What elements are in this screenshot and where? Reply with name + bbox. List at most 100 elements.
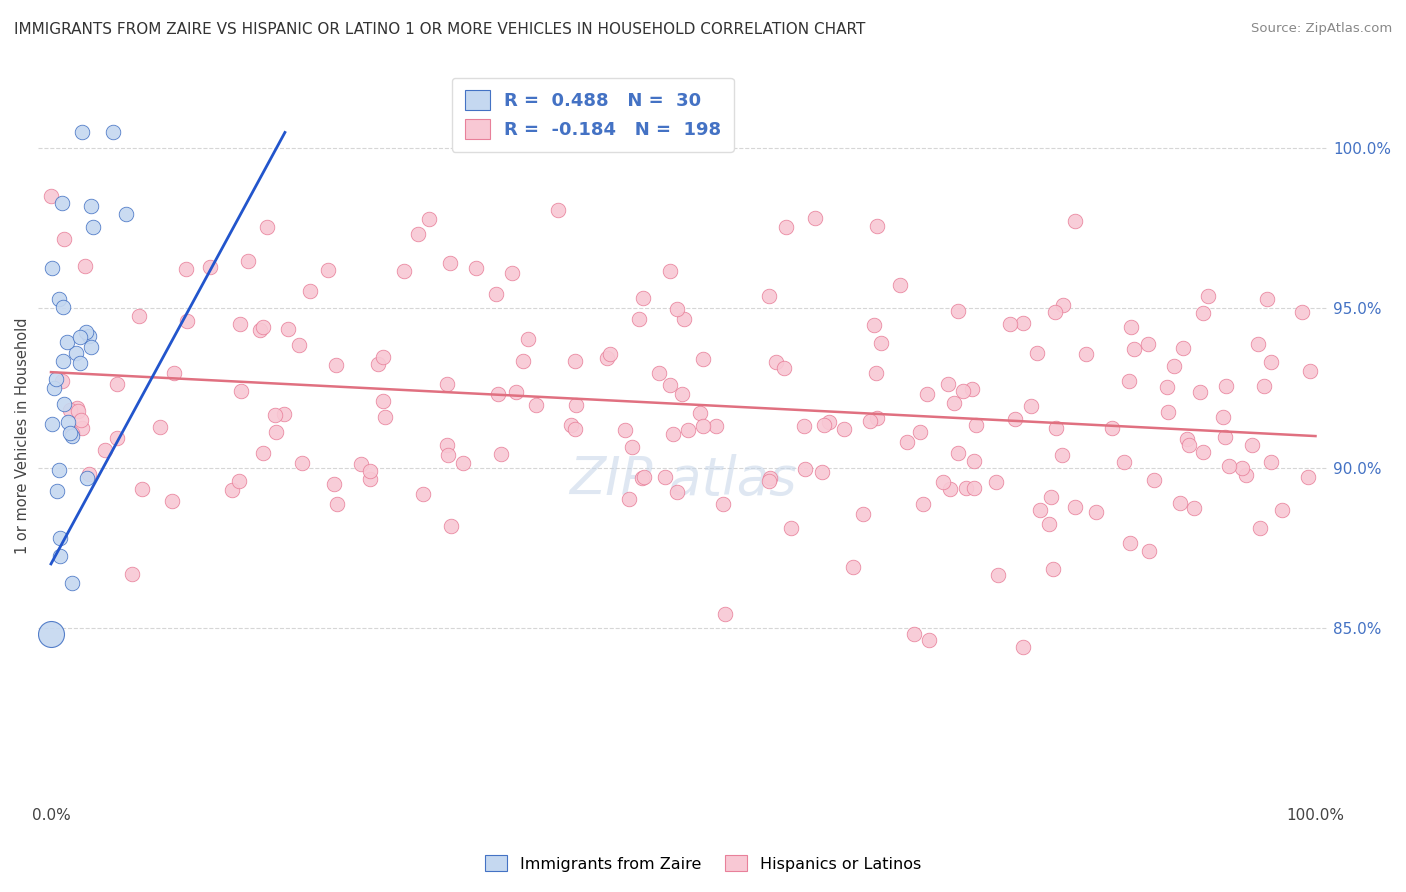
Point — [832, 422, 855, 436]
Point — [547, 202, 569, 217]
Point — [436, 376, 458, 391]
Point — [412, 487, 434, 501]
Point — [437, 448, 460, 462]
Point — [654, 470, 676, 484]
Point — [865, 366, 887, 380]
Point — [41, 417, 63, 431]
Point — [647, 366, 669, 380]
Point — [948, 446, 970, 460]
Point — [631, 471, 654, 485]
Point — [256, 219, 278, 234]
Point — [1045, 305, 1067, 319]
Point — [512, 353, 534, 368]
Point — [374, 409, 396, 424]
Point — [489, 447, 512, 461]
Point — [1253, 378, 1275, 392]
Point — [692, 419, 714, 434]
Point — [1175, 432, 1198, 446]
Point — [1019, 400, 1042, 414]
Point — [60, 425, 83, 440]
Point — [51, 375, 73, 389]
Point — [198, 260, 221, 275]
Point — [94, 443, 117, 458]
Point — [714, 607, 737, 621]
Point — [1157, 405, 1180, 419]
Point — [813, 418, 835, 433]
Point — [163, 366, 186, 380]
Point — [1256, 292, 1278, 306]
Point — [596, 351, 619, 365]
Point — [1121, 320, 1143, 334]
Point — [918, 632, 941, 647]
Point — [818, 415, 841, 429]
Point — [565, 398, 588, 412]
Point — [39, 627, 62, 641]
Point — [69, 356, 91, 370]
Point — [105, 377, 128, 392]
Point — [45, 372, 67, 386]
Y-axis label: 1 or more Vehicles in Household: 1 or more Vehicles in Household — [15, 318, 30, 554]
Point — [676, 423, 699, 437]
Point — [963, 454, 986, 468]
Point — [77, 467, 100, 481]
Point — [316, 262, 339, 277]
Point — [52, 397, 75, 411]
Point — [1212, 409, 1234, 424]
Point — [77, 328, 100, 343]
Point — [666, 484, 689, 499]
Point — [440, 519, 463, 533]
Point — [1171, 341, 1194, 355]
Point — [617, 491, 640, 506]
Point — [1156, 380, 1178, 394]
Point — [1025, 346, 1047, 360]
Point — [1028, 503, 1050, 517]
Point — [56, 334, 79, 349]
Point — [765, 355, 787, 369]
Point — [631, 292, 654, 306]
Point — [1192, 306, 1215, 320]
Point — [1234, 468, 1257, 483]
Point — [392, 263, 415, 277]
Point — [59, 426, 82, 441]
Point — [439, 256, 461, 270]
Point — [793, 419, 815, 434]
Point — [1213, 430, 1236, 444]
Point — [298, 284, 321, 298]
Point — [46, 484, 69, 499]
Point — [936, 376, 959, 391]
Point — [659, 263, 682, 277]
Point — [1170, 496, 1192, 510]
Point — [1042, 562, 1064, 576]
Point — [614, 423, 637, 437]
Point — [1084, 505, 1107, 519]
Point — [1182, 500, 1205, 515]
Point — [162, 493, 184, 508]
Point — [101, 125, 124, 139]
Point — [70, 413, 93, 427]
Text: IMMIGRANTS FROM ZAIRE VS HISPANIC OR LATINO 1 OR MORE VEHICLES IN HOUSEHOLD CORR: IMMIGRANTS FROM ZAIRE VS HISPANIC OR LAT… — [14, 22, 866, 37]
Point — [810, 465, 832, 479]
Point — [80, 340, 103, 354]
Point — [115, 207, 138, 221]
Point — [505, 384, 527, 399]
Point — [350, 457, 373, 471]
Legend: R =  0.488   N =  30, R =  -0.184   N =  198: R = 0.488 N = 30, R = -0.184 N = 198 — [451, 78, 734, 152]
Point — [48, 292, 70, 306]
Point — [249, 323, 271, 337]
Point — [803, 211, 825, 225]
Point — [633, 470, 655, 484]
Point — [560, 417, 582, 432]
Point — [524, 398, 547, 412]
Point — [896, 435, 918, 450]
Point — [863, 318, 886, 333]
Point — [406, 227, 429, 241]
Point — [998, 317, 1021, 331]
Point — [946, 304, 969, 318]
Point — [666, 302, 689, 317]
Point — [564, 353, 586, 368]
Point — [1038, 516, 1060, 531]
Point — [952, 384, 974, 398]
Point — [866, 219, 889, 234]
Point — [359, 472, 381, 486]
Point — [42, 381, 65, 395]
